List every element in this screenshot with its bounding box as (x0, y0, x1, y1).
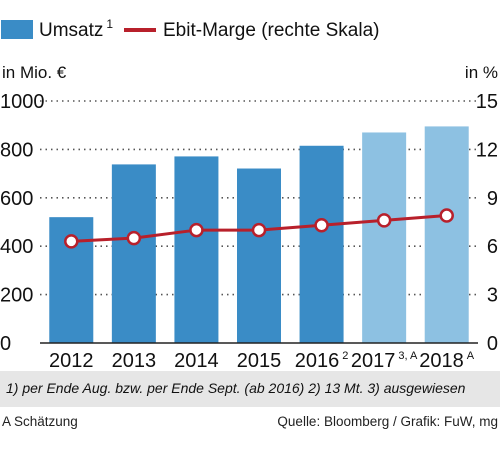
x-tick-label: 2012 (49, 350, 94, 371)
ebit-marge-point (64, 234, 79, 249)
bar-umsatz (424, 126, 469, 343)
legend: Umsatz 1 Ebit-Marge (rechte Skala) (1, 17, 379, 41)
bar-umsatz (237, 168, 281, 343)
ebit-marge-point (251, 222, 267, 238)
legend-umsatz-sup: 1 (106, 17, 113, 31)
bar-umsatz (299, 145, 344, 343)
bar-umsatz (174, 156, 219, 343)
ebit-marge-point (376, 213, 392, 228)
left-axis-ticks: 0 200 400 600 800 1000 (0, 91, 45, 355)
x-tick-label: 2018 A (419, 350, 475, 371)
right-axis-ticks: 0 3 6 9 12 15 (476, 91, 498, 355)
x-tick-label: 2016 2 (295, 350, 349, 371)
bars (49, 126, 469, 343)
left-tick-label: 600 (0, 188, 33, 210)
bar-umsatz (111, 164, 156, 343)
left-tick-label: 400 (0, 236, 33, 258)
x-tick-label: 2017 3, A (351, 350, 418, 371)
left-axis-unit: in Mio. € (2, 63, 67, 82)
bar-umsatz (362, 132, 407, 343)
footnote-bar (0, 371, 500, 407)
legend-ebit-label: Ebit-Marge (rechte Skala) (163, 20, 379, 41)
source-credit: Quelle: Bloomberg / Grafik: FuW, mg (277, 414, 498, 429)
legend-umsatz-label: Umsatz 1 (39, 17, 113, 41)
ebit-line (64, 208, 454, 249)
left-tick-label: 800 (0, 139, 33, 161)
ebit-marge-point (439, 208, 454, 223)
left-tick-label: 0 (0, 333, 11, 355)
left-tick-label: 1000 (0, 91, 45, 113)
right-tick-label: 3 (487, 285, 498, 307)
right-tick-label: 12 (476, 139, 498, 161)
right-tick-label: 6 (487, 236, 498, 258)
legend-umsatz-swatch (1, 20, 33, 39)
right-tick-label: 0 (487, 333, 498, 355)
right-tick-label: 15 (476, 91, 498, 113)
ebit-marge-point (314, 217, 329, 233)
ebit-marge-point (189, 222, 204, 238)
estimate-note: A Schätzung (2, 414, 78, 429)
x-tick-label: 2014 (174, 350, 219, 371)
right-axis-unit: in % (465, 63, 498, 82)
legend-umsatz-text: Umsatz (39, 20, 103, 41)
x-tick-label: 2013 (112, 350, 157, 371)
ebit-marge-point (126, 230, 142, 246)
x-axis-labels: 2012 2013 2014 2015 2016 2 2017 3, A 2018 A (49, 350, 475, 371)
chart: Umsatz 1 Ebit-Marge (rechte Skala) in Mio… (0, 17, 498, 371)
x-tick-label: 2015 (237, 350, 282, 371)
right-tick-label: 9 (487, 188, 498, 210)
left-tick-label: 200 (0, 285, 33, 307)
footnote: 1) per Ende Aug. bzw. per Ende Sept. (ab… (6, 380, 466, 396)
